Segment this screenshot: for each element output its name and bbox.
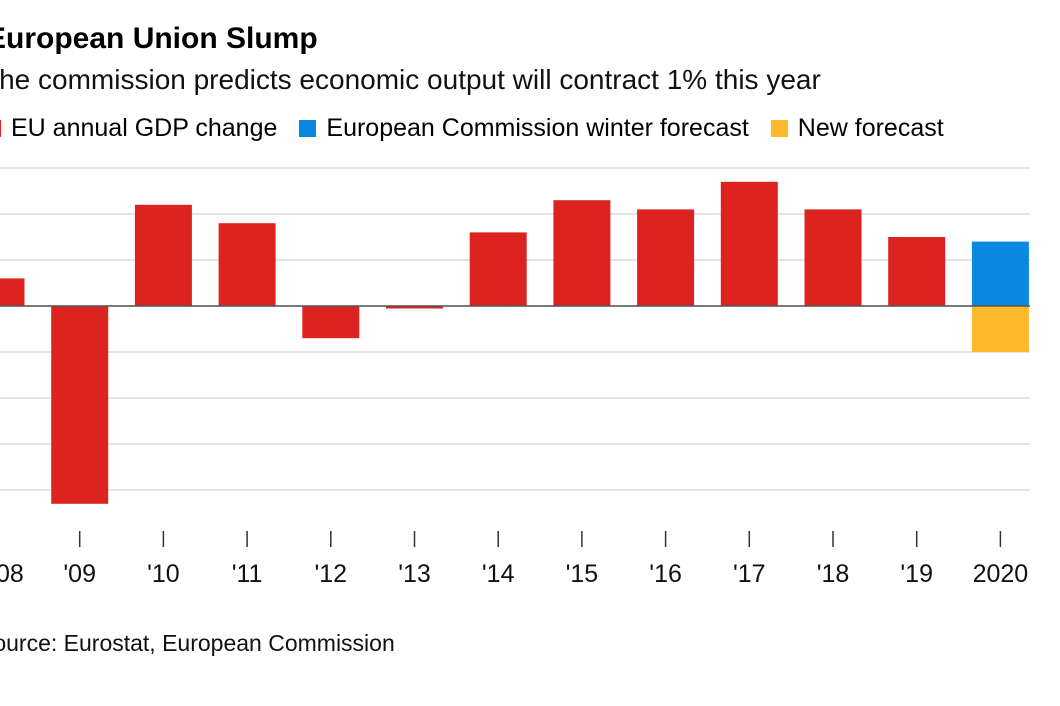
x-tick-label: '18	[817, 560, 850, 588]
bar-14-series-0	[469, 232, 527, 306]
bar-2020-series-1	[971, 241, 1029, 306]
bar-12-series-0	[302, 306, 360, 339]
bar-10-series-0	[134, 204, 192, 306]
x-tick-label: '16	[649, 560, 682, 588]
x-tick-label: '19	[900, 560, 933, 588]
bar-11-series-0	[218, 223, 276, 306]
x-tick-label: '11	[232, 560, 263, 588]
x-tick-label: 2008	[0, 560, 24, 588]
x-tick-label: '17	[733, 560, 766, 588]
x-tick-label: '14	[482, 560, 515, 588]
source-note: Source: Eurostat, European Commission	[0, 630, 395, 656]
bar-13-series-0	[386, 306, 443, 309]
x-tick-label: 2020	[973, 560, 1029, 588]
x-tick-label: '13	[398, 560, 431, 588]
legend-swatch-winter-forecast	[299, 120, 317, 137]
bar-2008-series-0	[0, 278, 25, 306]
legend-swatch-gdp	[0, 120, 1, 137]
x-tick-label: '09	[63, 560, 96, 588]
bar-09-series-0	[51, 306, 109, 504]
legend-label-new-forecast: New forecast	[797, 114, 944, 142]
x-tick-label: '15	[566, 560, 599, 588]
chart-subtitle: The commission predicts economic output …	[0, 64, 821, 95]
bar-2020-series-2	[971, 306, 1029, 352]
legend-swatch-new-forecast	[770, 120, 788, 137]
legend-item-gdp: EU annual GDP change	[0, 114, 277, 143]
bar-18-series-0	[804, 209, 862, 306]
bar-16-series-0	[637, 209, 695, 306]
x-tick-label: '12	[315, 560, 348, 588]
bar-15-series-0	[553, 200, 611, 306]
bar-19-series-0	[888, 237, 946, 306]
legend-item-new-forecast: New forecast	[770, 114, 944, 143]
chart-title: European Union Slump	[0, 22, 318, 55]
legend-item-winter-forecast: European Commission winter forecast	[299, 114, 749, 143]
bar-17-series-0	[720, 181, 778, 306]
x-tick-label: '10	[147, 560, 180, 588]
chart-legend: EU annual GDP change European Commission…	[0, 114, 966, 143]
legend-label-gdp: EU annual GDP change	[11, 114, 278, 142]
legend-label-winter-forecast: European Commission winter forecast	[326, 114, 749, 142]
